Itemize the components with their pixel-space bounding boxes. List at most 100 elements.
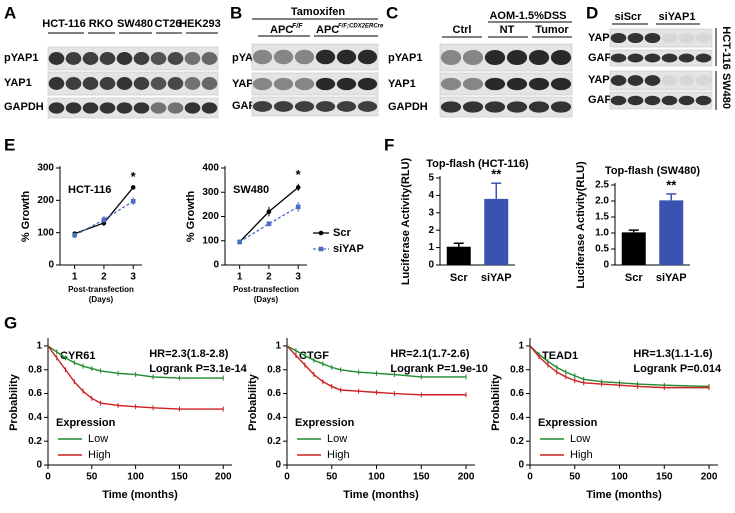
band — [336, 101, 357, 112]
legend-title: Expression — [295, 417, 355, 429]
band — [610, 53, 627, 63]
band — [506, 77, 528, 91]
row-label: YAP1 — [588, 32, 616, 44]
y-tick-label: 0 — [36, 460, 42, 471]
lane-label: HEK293 — [179, 18, 221, 30]
gene-label: TEAD1 — [542, 350, 578, 362]
lane-label: siScr — [615, 11, 643, 23]
band — [528, 49, 550, 66]
y-tick-label: 0 — [275, 460, 281, 471]
x-tick-label: 1 — [72, 272, 78, 283]
x-tick-label: 3 — [295, 272, 301, 283]
bar — [621, 232, 646, 265]
row-label: GAPDH — [4, 101, 44, 113]
band — [273, 77, 294, 91]
logrank-p: Logrank P=3.1e-14 — [149, 363, 247, 375]
x-tick-label: 3 — [130, 272, 136, 283]
legend-marker — [318, 246, 324, 252]
significance: * — [296, 167, 302, 182]
group-label: APC — [270, 24, 293, 36]
lane-label: RKO — [89, 18, 114, 30]
group-sup: F/F — [292, 23, 303, 30]
y-tick-label: 0.2 — [510, 436, 524, 447]
y-tick-label: 0.8 — [510, 364, 524, 375]
y-tick-label: 0 — [48, 260, 54, 271]
blot-images — [47, 28, 713, 119]
x-axis-label: Post-transfection — [68, 285, 134, 294]
band — [610, 95, 627, 106]
y-tick-label: 300 — [202, 187, 219, 198]
lane-label: Ctrl — [453, 24, 472, 36]
significance: ** — [491, 167, 502, 182]
series-line — [286, 345, 467, 396]
y-tick-label: 0 — [428, 260, 434, 271]
y-axis-label: % Growth — [20, 191, 32, 243]
x-tick-label: 50 — [86, 472, 98, 483]
band — [440, 49, 462, 66]
band — [644, 75, 661, 86]
series-line — [47, 345, 224, 379]
band — [252, 101, 273, 112]
x-tick-label: 100 — [611, 472, 628, 483]
marker — [295, 185, 301, 190]
band — [528, 101, 550, 113]
band — [357, 77, 378, 91]
legend-title: Expression — [538, 417, 598, 429]
band — [116, 77, 133, 90]
band — [440, 77, 462, 91]
band — [644, 53, 661, 63]
band — [336, 49, 357, 65]
band — [201, 52, 218, 65]
band — [678, 53, 695, 63]
series-line — [529, 345, 710, 388]
lane-label: NT — [500, 24, 515, 36]
band — [462, 49, 484, 66]
band — [99, 77, 116, 90]
band — [336, 77, 357, 91]
band — [82, 52, 99, 65]
x-tick-label: Scr — [625, 272, 643, 284]
legend-label: High — [88, 449, 111, 461]
blot-strip — [251, 43, 379, 71]
marker — [130, 199, 136, 204]
x-tick-label: 2 — [101, 272, 107, 283]
y-tick-label: 4 — [428, 190, 434, 201]
y-tick-label: 0.4 — [267, 412, 281, 423]
y-tick-label: 0.8 — [28, 364, 42, 375]
x-axis-label: Post-transfection — [233, 285, 299, 294]
x-tick-label: 150 — [656, 472, 673, 483]
legend-label: High — [327, 449, 350, 461]
header: AOM-1.5%DSS — [489, 10, 566, 22]
significance: ** — [666, 177, 677, 192]
x-tick-label: 100 — [127, 472, 144, 483]
band — [644, 95, 661, 106]
y-tick-label: 0.5 — [595, 244, 609, 255]
y-tick-label: 1 — [518, 341, 524, 352]
marker — [295, 204, 301, 210]
y-tick-label: 2.5 — [595, 180, 609, 191]
x-tick-label: siYAP — [481, 272, 512, 284]
band — [133, 77, 150, 90]
blot-a: HCT-116 RKO SW480 CT26 HEK293 pYAP1 YAP1… — [4, 18, 221, 113]
series-line — [239, 206, 299, 243]
band — [65, 52, 82, 65]
group-label: APC — [316, 24, 339, 36]
y-tick-label: 0 — [603, 260, 609, 271]
y-tick-label: 5 — [428, 173, 434, 184]
y-tick-label: 0.6 — [267, 388, 281, 399]
row-label: YAP1 — [4, 77, 32, 89]
panel-letter: B — [230, 3, 242, 22]
x-tick-label: 0 — [284, 472, 290, 483]
band — [99, 52, 116, 65]
band — [484, 77, 506, 91]
legend-label: Scr — [333, 227, 351, 239]
band — [315, 101, 336, 112]
legend-label: High — [570, 449, 593, 461]
band — [65, 102, 82, 114]
hazard-ratio: HR=1.3(1.1-1.6) — [633, 348, 713, 360]
series-line — [47, 345, 224, 410]
y-tick-label: 1.0 — [595, 228, 609, 239]
y-axis-label: Luciferase Activity(RLU) — [575, 161, 587, 289]
panel-letter: A — [4, 3, 16, 22]
band — [150, 52, 167, 65]
